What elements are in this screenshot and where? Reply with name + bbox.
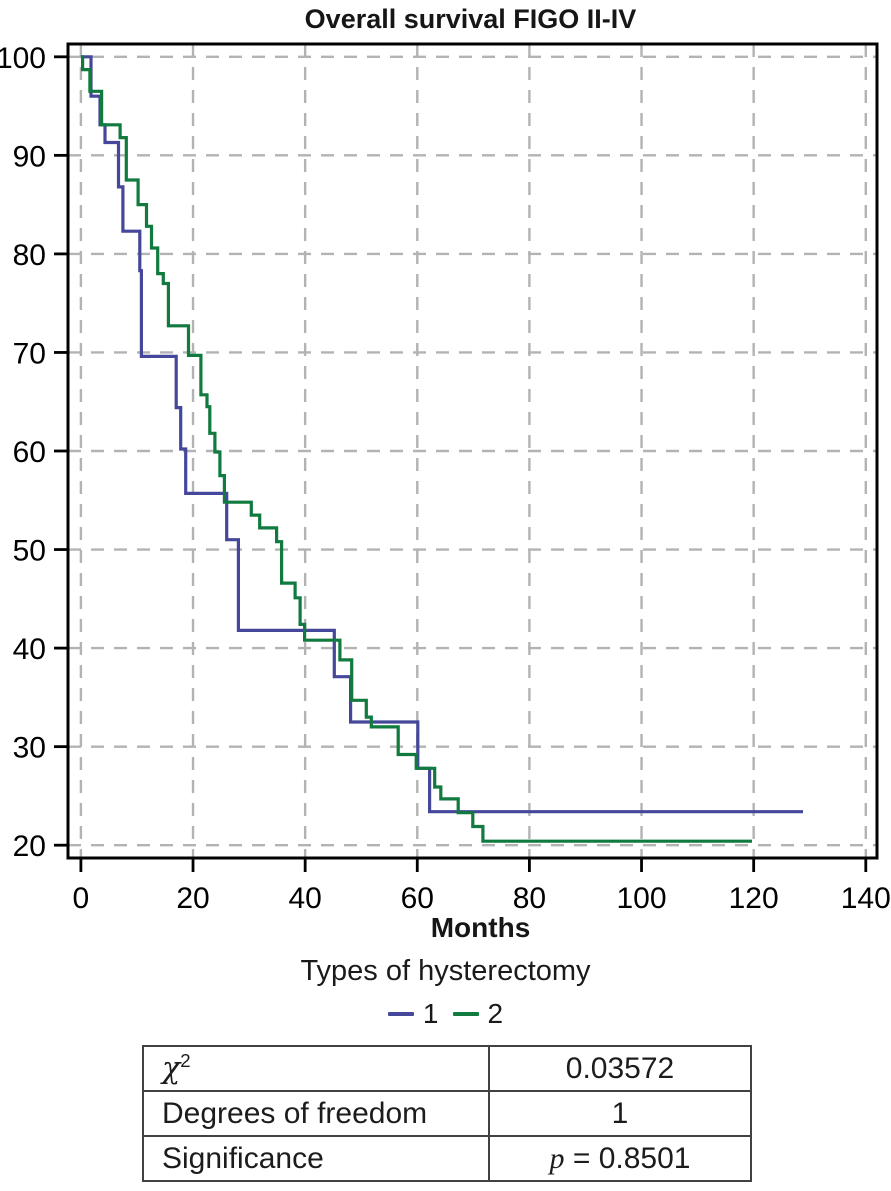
chart-title: Overall survival FIGO II-IV (304, 4, 637, 34)
y-tick-label: 40 (13, 633, 46, 666)
y-tick-label: 60 (13, 436, 46, 469)
km-curve-group-2 (80, 55, 752, 843)
table-row: Significance p = 0.8501 (142, 1135, 752, 1182)
stats-table: χ2 0.03572 Degrees of freedom 1 Significance… (142, 1045, 752, 1182)
stat-value: p = 0.8501 (488, 1135, 752, 1182)
stat-label: χ2 (142, 1045, 490, 1092)
table-row: Degrees of freedom 1 (142, 1090, 752, 1137)
x-tick-label: 60 (401, 882, 434, 915)
kaplan-meier-chart: 0 20 40 60 80 100 120 140 20 30 40 50 60 70 80 90 100 (0, 42, 891, 915)
y-tick-label: 80 (13, 239, 46, 272)
x-tick-label: 0 (73, 882, 90, 915)
x-tick-label: 140 (841, 882, 891, 915)
x-tick-label: 20 (176, 882, 209, 915)
km-curve-group-1 (80, 55, 803, 814)
y-tick-label: 30 (13, 732, 46, 765)
x-axis-label: Months (430, 912, 531, 943)
table-row: χ2 0.03572 (142, 1045, 752, 1092)
legend-item-1: 1 (387, 998, 439, 1030)
x-tick-label: 40 (288, 882, 321, 915)
legend-title: Types of hysterectomy (300, 955, 591, 987)
y-tick-label: 20 (13, 830, 46, 863)
x-tick-label: 80 (513, 882, 546, 915)
x-tick-label: 100 (617, 882, 667, 915)
stat-value: 1 (488, 1090, 752, 1137)
legend-item-label: 2 (487, 998, 504, 1029)
stat-value: 0.03572 (488, 1045, 752, 1092)
legend-swatch-icon (452, 1012, 479, 1016)
legend-swatch-icon (387, 1012, 414, 1016)
y-tick-label: 100 (0, 42, 46, 75)
y-tick-label: 50 (13, 535, 46, 568)
legend-item-2: 2 (452, 998, 504, 1030)
stat-label: Degrees of freedom (142, 1090, 490, 1137)
x-tick-label: 120 (729, 882, 779, 915)
y-tick-label: 70 (13, 337, 46, 370)
stat-label: Significance (142, 1135, 490, 1182)
legend-item-label: 1 (422, 998, 439, 1029)
y-tick-label: 90 (13, 140, 46, 173)
